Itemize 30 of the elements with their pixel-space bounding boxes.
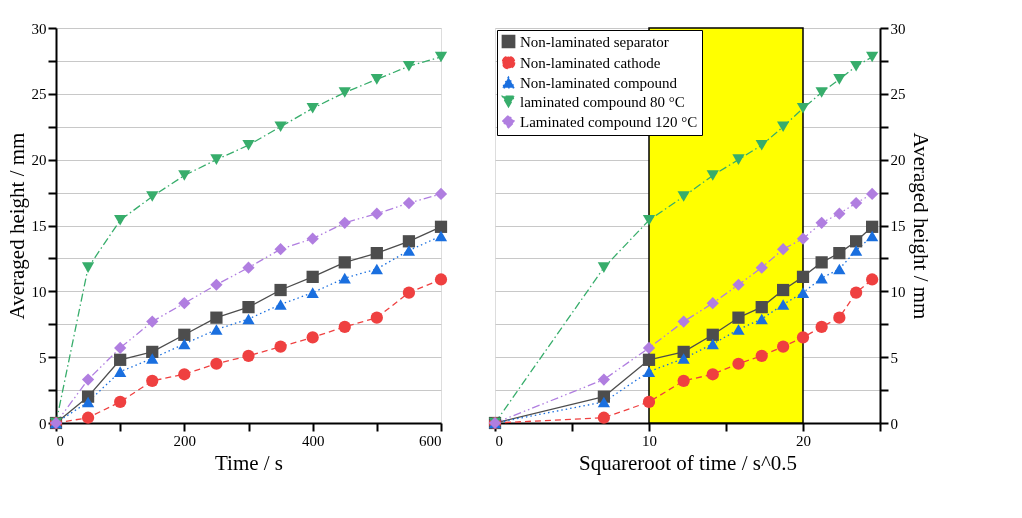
y2-tick-label: 5 [890,349,898,366]
y-tick-label: 10 [31,283,47,300]
x-tick-label: 600 [419,432,442,449]
y-axis-title: Averaged height / mm [4,132,29,320]
y2-tick-label: 25 [890,86,906,103]
y2-tick-label: 0 [890,415,898,432]
x-tick-label: 0 [495,432,503,449]
y2-tick-label: 15 [890,218,906,234]
x-tick-label: 10 [642,432,657,449]
x-axis-title: Time / s [214,450,284,475]
legend-label: laminated compound 80 °C [520,93,685,110]
x-axis-title: Squareroot of time / s^0.5 [578,450,798,475]
y-tick-label: 5 [39,349,47,366]
y-tick-label: 25 [31,86,47,103]
legend-label: Non-laminated cathode [520,54,661,71]
y2-tick-label: 20 [890,152,906,169]
legend-label: Non-laminated compound [520,74,678,91]
x-tick-label: 200 [173,432,197,449]
y2-tick-label: 10 [890,283,906,300]
legend-label: Non-laminated separator [520,33,669,50]
y2-axis-title: Averaged height / mm [908,132,933,320]
legend-label: Laminated compound 120 °C [520,113,698,130]
x-tick-label: 0 [56,432,64,449]
y-tick-label: 15 [31,218,47,234]
y-tick-label: 30 [31,20,47,37]
y-tick-label: 0 [39,415,47,432]
y-tick-label: 20 [31,152,47,169]
x-tick-label: 400 [301,432,325,449]
x-tick-label: 20 [796,432,811,449]
y2-tick-label: 30 [890,20,906,37]
